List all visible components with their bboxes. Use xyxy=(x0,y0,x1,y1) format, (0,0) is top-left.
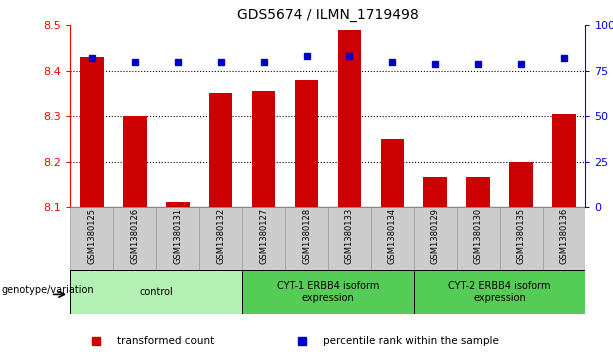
Text: GSM1380133: GSM1380133 xyxy=(345,208,354,264)
Text: GSM1380126: GSM1380126 xyxy=(131,208,139,264)
Bar xyxy=(414,207,457,270)
Text: percentile rank within the sample: percentile rank within the sample xyxy=(323,336,499,346)
Bar xyxy=(199,207,242,270)
Text: GSM1380134: GSM1380134 xyxy=(388,208,397,264)
Bar xyxy=(381,139,404,207)
Bar xyxy=(285,207,328,270)
Bar xyxy=(457,207,500,270)
Bar xyxy=(414,270,585,314)
Text: GSM1380131: GSM1380131 xyxy=(173,208,182,264)
Text: GSM1380125: GSM1380125 xyxy=(88,208,96,264)
Text: control: control xyxy=(139,287,173,297)
Bar xyxy=(509,162,533,207)
Bar xyxy=(328,207,371,270)
Bar xyxy=(371,207,414,270)
Text: genotype/variation: genotype/variation xyxy=(1,285,94,295)
Bar xyxy=(424,178,447,207)
Bar xyxy=(166,202,189,207)
Title: GDS5674 / ILMN_1719498: GDS5674 / ILMN_1719498 xyxy=(237,8,419,22)
Text: CYT-2 ERBB4 isoform
expression: CYT-2 ERBB4 isoform expression xyxy=(448,281,551,303)
Bar xyxy=(123,116,147,207)
Text: GSM1380127: GSM1380127 xyxy=(259,208,268,264)
Bar xyxy=(242,270,414,314)
Bar xyxy=(80,57,104,207)
Text: GSM1380135: GSM1380135 xyxy=(517,208,525,264)
Text: CYT-1 ERBB4 isoform
expression: CYT-1 ERBB4 isoform expression xyxy=(276,281,379,303)
Bar xyxy=(70,270,242,314)
Bar xyxy=(209,93,232,207)
Bar xyxy=(156,207,199,270)
Text: GSM1380136: GSM1380136 xyxy=(560,208,568,264)
Bar xyxy=(295,80,318,207)
Bar xyxy=(252,91,275,207)
Text: transformed count: transformed count xyxy=(117,336,214,346)
Text: GSM1380129: GSM1380129 xyxy=(431,208,440,264)
Text: GSM1380130: GSM1380130 xyxy=(474,208,482,264)
Text: GSM1380132: GSM1380132 xyxy=(216,208,225,264)
Bar xyxy=(466,178,490,207)
Bar xyxy=(242,207,285,270)
Bar xyxy=(70,207,113,270)
Bar xyxy=(552,114,576,207)
Bar xyxy=(338,30,361,207)
Text: GSM1380128: GSM1380128 xyxy=(302,208,311,264)
Bar xyxy=(543,207,585,270)
Bar xyxy=(113,207,156,270)
Bar xyxy=(500,207,543,270)
